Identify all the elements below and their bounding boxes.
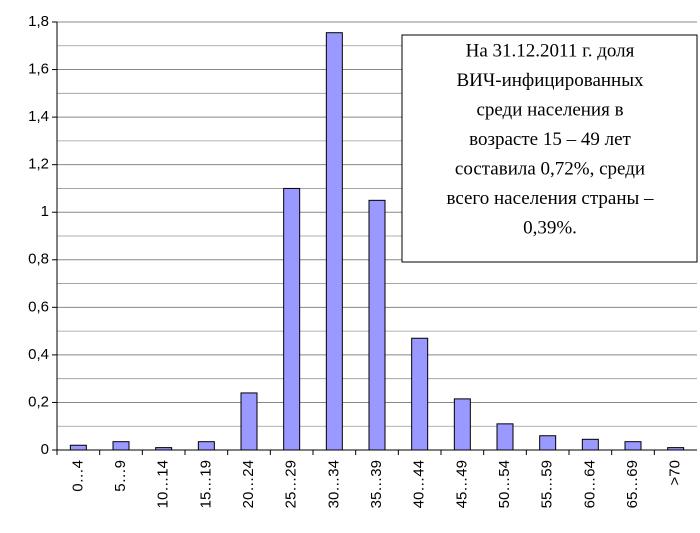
bar [240, 392, 258, 451]
y-tick-label: 0,2 [28, 393, 49, 410]
bar [283, 187, 301, 451]
x-tick-label: 30…34 [325, 460, 342, 508]
x-tick-label: 60…64 [581, 460, 598, 508]
y-tick-label: 0 [41, 441, 49, 458]
x-tick-label: 35…39 [368, 460, 385, 508]
x-tick-label: 5…9 [112, 460, 129, 492]
y-tick-label: 1,8 [28, 13, 49, 30]
bar [624, 441, 642, 451]
y-tick-label: 1,6 [28, 61, 49, 78]
bar [581, 438, 599, 451]
y-tick-label: 1,4 [28, 108, 49, 125]
x-tick-label: 65…69 [624, 460, 641, 508]
bar [667, 447, 685, 451]
x-tick-label: 55…59 [539, 460, 556, 508]
y-tick-label: 1 [41, 203, 49, 220]
x-tick-label: 25…29 [283, 460, 300, 508]
y-tick-label: 1,2 [28, 156, 49, 173]
y-tick-label: 0,8 [28, 251, 49, 268]
bar [496, 423, 514, 451]
bar [155, 447, 173, 451]
y-tick-label: 0,4 [28, 346, 49, 363]
annotation-line: 0,39%. [523, 217, 577, 238]
annotation-line: возрасте 15 – 49 лет [469, 129, 631, 150]
y-tick-label: 0,6 [28, 298, 49, 315]
x-tick-label: 40…44 [411, 460, 428, 508]
annotation-line: составила 0,72%, среди [455, 158, 645, 179]
annotation-line: всего населения страны – [446, 188, 654, 209]
annotation-line: На 31.12.2011 г. доля [466, 40, 635, 61]
annotation-box [401, 34, 698, 263]
bar [411, 337, 429, 451]
x-tick-label: >70 [667, 460, 684, 485]
bar [325, 32, 343, 451]
bar [453, 398, 471, 451]
x-tick-label: 50…54 [496, 460, 513, 508]
bar [539, 435, 557, 451]
bar [197, 441, 215, 451]
x-tick-label: 0…4 [69, 460, 86, 492]
annotation-line: среди населения в [476, 99, 623, 120]
bar [368, 199, 386, 451]
bar [112, 441, 130, 451]
bar [69, 444, 87, 451]
annotation-line: ВИЧ-инфицированных [457, 70, 644, 91]
x-tick-label: 20…24 [240, 460, 257, 508]
x-tick-label: 15…19 [197, 460, 214, 508]
x-tick-label: 10…14 [155, 460, 172, 508]
x-tick-label: 45…49 [453, 460, 470, 508]
